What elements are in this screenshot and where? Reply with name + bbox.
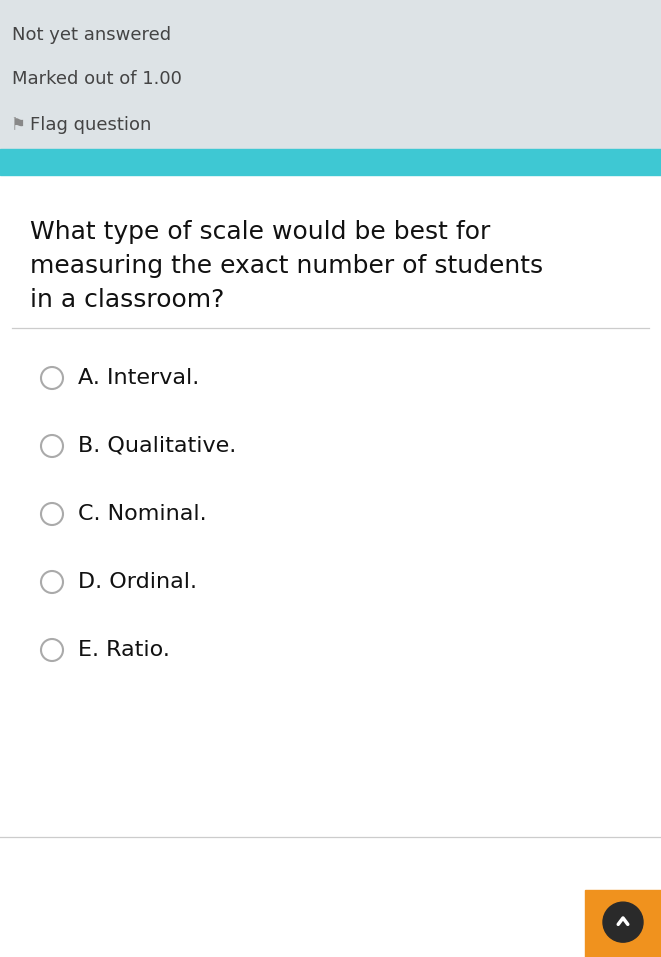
- Bar: [0, 0, 661, 149]
- Text: in a classroom?: in a classroom?: [30, 288, 224, 312]
- Text: E. Ratio.: E. Ratio.: [78, 640, 170, 660]
- Bar: [585, 890, 661, 957]
- Bar: [0, 175, 661, 957]
- Text: measuring the exact number of students: measuring the exact number of students: [30, 254, 543, 278]
- Circle shape: [603, 902, 643, 942]
- Text: Flag question: Flag question: [30, 116, 151, 134]
- Text: D. Ordinal.: D. Ordinal.: [78, 572, 197, 592]
- Text: C. Nominal.: C. Nominal.: [78, 504, 207, 524]
- Text: A. Interval.: A. Interval.: [78, 368, 199, 388]
- Text: ⚑: ⚑: [10, 116, 25, 134]
- Text: Not yet answered: Not yet answered: [12, 26, 171, 44]
- Text: What type of scale would be best for: What type of scale would be best for: [30, 220, 490, 244]
- Text: Marked out of 1.00: Marked out of 1.00: [12, 70, 182, 88]
- Text: B. Qualitative.: B. Qualitative.: [78, 436, 236, 456]
- Bar: [0, 149, 661, 175]
